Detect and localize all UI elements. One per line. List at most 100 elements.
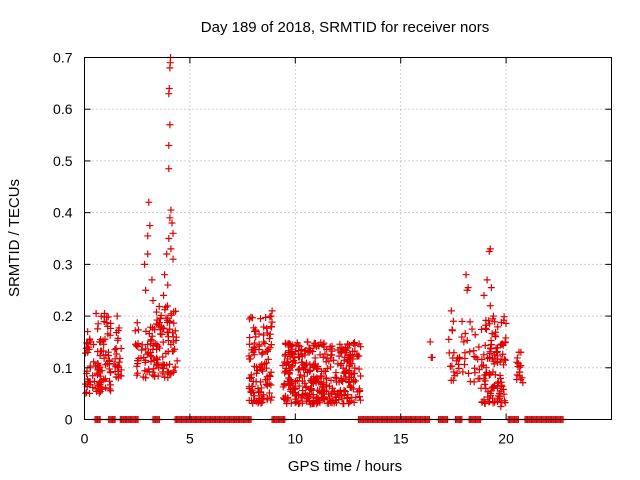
data-point-794 bbox=[288, 363, 296, 371]
data-point-1179 bbox=[449, 317, 457, 325]
data-point-1141 bbox=[104, 322, 112, 330]
data-point-908 bbox=[294, 341, 302, 349]
data-point-274 bbox=[101, 375, 109, 383]
data-point-988 bbox=[458, 333, 466, 341]
data-point-1142 bbox=[113, 312, 121, 320]
data-point-279 bbox=[100, 354, 108, 362]
data-point-964 bbox=[327, 398, 335, 406]
data-point-308 bbox=[105, 356, 113, 364]
data-point-543 bbox=[247, 313, 255, 321]
data-point-1152 bbox=[160, 291, 168, 299]
data-point-377 bbox=[142, 345, 150, 353]
data-point-939 bbox=[295, 374, 303, 382]
tick-labels: 0 5 10 15 20 0 0.1 0.2 0.3 0.4 0.5 0.6 0.7 bbox=[53, 50, 514, 447]
data-point-979 bbox=[465, 369, 473, 377]
y-tick-label-2: 0.2 bbox=[53, 308, 73, 324]
data-point-1158 bbox=[168, 219, 176, 227]
data-point-807 bbox=[341, 353, 349, 361]
data-point-256 bbox=[86, 381, 94, 389]
data-point-360 bbox=[134, 326, 142, 334]
data-point-540 bbox=[265, 335, 273, 343]
data-point-318 bbox=[99, 337, 107, 345]
data-point-381 bbox=[134, 369, 142, 377]
data-point-1106 bbox=[487, 392, 495, 400]
data-point-957 bbox=[318, 388, 326, 396]
data-point-865 bbox=[306, 386, 314, 394]
data-point-283 bbox=[100, 340, 108, 348]
data-point-1192 bbox=[497, 403, 505, 411]
data-point-947 bbox=[287, 343, 295, 351]
data-point-934 bbox=[320, 343, 328, 351]
data-point-549 bbox=[268, 393, 276, 401]
data-point-559 bbox=[256, 389, 264, 397]
data-point-1161 bbox=[169, 255, 177, 263]
data-point-370 bbox=[148, 353, 156, 361]
data-point-344 bbox=[112, 373, 120, 381]
data-point-833 bbox=[284, 394, 292, 402]
data-point-313 bbox=[99, 347, 107, 355]
data-point-961 bbox=[313, 394, 321, 402]
data-point-314 bbox=[100, 317, 108, 325]
data-point-448 bbox=[163, 302, 171, 310]
data-point-548 bbox=[261, 376, 269, 384]
data-point-1187 bbox=[487, 284, 495, 292]
data-point-1051 bbox=[481, 399, 489, 407]
data-point-454 bbox=[171, 327, 179, 335]
data-point-995 bbox=[461, 349, 469, 357]
data-point-247 bbox=[90, 358, 98, 366]
data-point-982 bbox=[448, 326, 456, 334]
data-point-916 bbox=[337, 375, 345, 383]
data-point-719 bbox=[342, 387, 350, 395]
data-point-1125 bbox=[513, 354, 521, 362]
data-point-1190 bbox=[494, 379, 502, 387]
data-point-307 bbox=[97, 377, 105, 385]
data-point-1092 bbox=[487, 341, 495, 349]
data-point-980 bbox=[460, 338, 468, 346]
x-tick-label-4: 20 bbox=[498, 431, 514, 447]
data-point-287 bbox=[105, 377, 113, 385]
data-point-251 bbox=[86, 389, 94, 397]
data-point-275 bbox=[107, 381, 115, 389]
data-point-925 bbox=[330, 387, 338, 395]
data-point-1103 bbox=[485, 317, 493, 325]
data-point-481 bbox=[267, 341, 275, 349]
data-point-759 bbox=[298, 399, 306, 407]
data-point-843 bbox=[305, 344, 313, 352]
data-point-924 bbox=[325, 357, 333, 365]
data-point-584 bbox=[248, 346, 256, 354]
data-point-622 bbox=[295, 382, 303, 390]
data-point-877 bbox=[343, 394, 351, 402]
data-point-1182 bbox=[464, 284, 472, 292]
data-point-841 bbox=[309, 347, 317, 355]
data-point-842 bbox=[332, 393, 340, 401]
data-point-885 bbox=[343, 346, 351, 354]
data-point-560 bbox=[260, 331, 268, 339]
data-point-1042 bbox=[478, 362, 486, 370]
data-point-514 bbox=[246, 340, 254, 348]
data-point-1180 bbox=[462, 271, 470, 279]
data-point-994 bbox=[468, 325, 476, 333]
data-point-1193 bbox=[517, 348, 525, 356]
data-point-718 bbox=[340, 356, 348, 364]
data-point-1061 bbox=[500, 361, 508, 369]
data-point-942 bbox=[317, 372, 325, 380]
data-point-897 bbox=[356, 393, 364, 401]
data-point-605 bbox=[327, 376, 335, 384]
data-point-777 bbox=[349, 347, 357, 355]
data-point-1090 bbox=[486, 320, 494, 328]
data-point-582 bbox=[265, 371, 273, 379]
data-point-1011 bbox=[488, 330, 496, 338]
data-point-1165 bbox=[166, 121, 174, 129]
data-point-1087 bbox=[499, 350, 507, 358]
data-point-806 bbox=[352, 377, 360, 385]
data-point-573 bbox=[258, 398, 266, 406]
data-point-527 bbox=[245, 315, 253, 323]
data-point-984 bbox=[450, 368, 458, 376]
data-point-227 bbox=[89, 372, 97, 380]
data-point-1000 bbox=[446, 362, 454, 370]
data-point-1186 bbox=[486, 245, 494, 253]
data-point-498 bbox=[251, 339, 259, 347]
data-point-968 bbox=[475, 343, 483, 351]
data-point-992 bbox=[450, 349, 458, 357]
data-point-1081 bbox=[493, 344, 501, 352]
